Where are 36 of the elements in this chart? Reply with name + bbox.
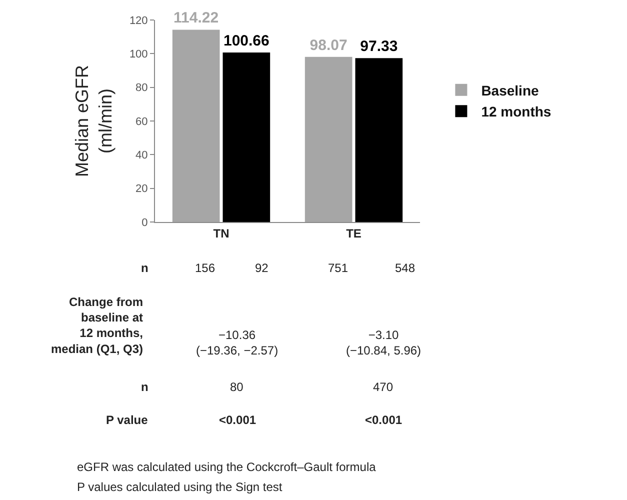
data-label: 114.22 bbox=[174, 10, 219, 27]
text: −3.10 (−10.84, 5.96) bbox=[346, 328, 422, 358]
text: 751 bbox=[328, 261, 348, 275]
text: Change from baseline at 12 months, median (Q1, Q3) bbox=[51, 295, 144, 356]
y-tick-label: 0 bbox=[142, 216, 148, 229]
bar bbox=[222, 52, 270, 222]
legend-label: 12 months bbox=[481, 104, 552, 120]
text: 470 bbox=[373, 380, 394, 394]
x-tick-label: TE bbox=[346, 226, 362, 240]
y-tick-label: 120 bbox=[129, 14, 148, 27]
y-tick-label: 20 bbox=[136, 183, 148, 196]
text: P values calculated using the Sign test bbox=[77, 480, 283, 494]
legend-label: Baseline bbox=[481, 82, 539, 98]
text: 80 bbox=[230, 380, 244, 394]
bar bbox=[355, 58, 403, 222]
text: <0.001 bbox=[365, 413, 402, 427]
y-tick-label: 40 bbox=[136, 150, 148, 162]
data-label: 100.66 bbox=[223, 32, 270, 50]
text: n bbox=[141, 261, 148, 275]
text: 156 bbox=[195, 261, 216, 275]
y-tick-label: 60 bbox=[136, 116, 148, 128]
bar bbox=[172, 30, 220, 222]
text: n bbox=[141, 380, 148, 394]
text: P value bbox=[106, 413, 148, 427]
bar bbox=[304, 56, 352, 222]
text: eGFR was calculated using the Cockcroft–Gault formula bbox=[77, 460, 376, 474]
x-tick-label: TN bbox=[213, 226, 230, 240]
text: 548 bbox=[395, 261, 416, 275]
data-label: 98.07 bbox=[310, 36, 348, 54]
text: 92 bbox=[255, 261, 269, 275]
y-tick-label: 100 bbox=[129, 48, 148, 61]
text: <0.001 bbox=[219, 413, 256, 427]
text: −10.36 (−19.36, −2.57) bbox=[196, 328, 278, 358]
y-axis-title: Median eGFR (ml/min) bbox=[72, 64, 116, 178]
y-tick-label: 80 bbox=[136, 82, 148, 94]
data-label: 97.33 bbox=[360, 38, 398, 56]
